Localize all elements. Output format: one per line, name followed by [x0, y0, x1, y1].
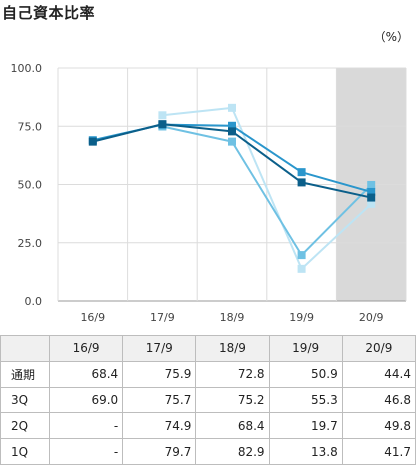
x-tick-label: 19/9 — [289, 311, 314, 324]
table-cell: 19.7 — [268, 412, 343, 440]
table-cell: 75.2 — [195, 386, 270, 414]
table-corner — [0, 335, 50, 362]
table-cell: 13.8 — [268, 438, 343, 465]
data-point — [297, 264, 306, 273]
equity-ratio-chart: 0.0 25.0 50.0 75.0 100.0 16/9 17/9 18/9 19/9 20/9 — [11, 62, 407, 324]
chart-title: 自己資本比率 — [2, 4, 96, 22]
table-cell: 74.9 — [122, 412, 197, 440]
y-tick-label: 100.0 — [11, 62, 43, 75]
row-label: 1Q — [0, 438, 50, 465]
x-tick-label: 16/9 — [80, 311, 105, 324]
x-tick-label: 20/9 — [359, 311, 384, 324]
data-point — [228, 121, 236, 130]
table-cell: 75.9 — [122, 360, 197, 388]
grid-layer — [57, 67, 407, 302]
table-header-19-9: 19/9 — [268, 335, 343, 362]
table-cell: 49.8 — [341, 412, 417, 440]
series-line — [162, 125, 372, 257]
y-tick-label: 25.0 — [18, 237, 43, 250]
table-cell: 46.8 — [341, 386, 417, 414]
data-point — [158, 120, 167, 129]
data-point — [367, 180, 376, 189]
data-point — [367, 187, 376, 196]
data-point — [88, 137, 97, 146]
table-cell: 69.0 — [48, 386, 124, 414]
data-point — [228, 103, 236, 112]
data-point — [297, 168, 306, 177]
table-cell: 44.4 — [341, 360, 417, 388]
table-cell: 55.3 — [268, 386, 343, 414]
y-tick-label: 50.0 — [18, 179, 43, 192]
table-cell: 75.7 — [122, 386, 197, 414]
row-label: 通期 — [0, 360, 50, 388]
table-cell: 82.9 — [195, 438, 270, 465]
data-point — [297, 178, 306, 187]
table-row: 2Q - 74.9 68.4 19.7 49.8 — [0, 412, 417, 440]
table-header-18-9: 18/9 — [195, 335, 270, 362]
row-label: 2Q — [0, 412, 50, 440]
table-cell: 41.7 — [341, 438, 417, 465]
table-cell: 79.7 — [122, 438, 197, 465]
data-point — [158, 111, 167, 120]
table-cell: 50.9 — [268, 360, 343, 388]
table-row: 3Q 69.0 75.7 75.2 55.3 46.8 — [0, 386, 417, 414]
table-header-20-9: 20/9 — [341, 335, 417, 362]
table-cell: 72.8 — [195, 360, 270, 388]
table-row: 通期 68.4 75.9 72.8 50.9 44.4 — [0, 360, 417, 388]
y-tick-label: 75.0 — [18, 120, 43, 133]
x-tick-label: 17/9 — [150, 311, 175, 324]
data-table: 16/9 17/9 18/9 19/9 20/9 通期 68.4 75.9 72… — [0, 335, 417, 465]
data-point — [297, 251, 306, 260]
data-point — [367, 193, 376, 202]
data-point — [367, 199, 376, 208]
table-header-16-9: 16/9 — [48, 335, 124, 362]
table-row: 1Q - 79.7 82.9 13.8 41.7 — [0, 438, 417, 465]
table-header-17-9: 17/9 — [122, 335, 197, 362]
axis-layer: 0.0 25.0 50.0 75.0 100.0 16/9 17/9 18/9 19/9 20/9 — [11, 62, 384, 324]
table-cell: - — [48, 438, 124, 465]
table-header-row: 16/9 17/9 18/9 19/9 20/9 — [0, 335, 417, 362]
x-tick-label: 18/9 — [220, 311, 245, 324]
series-line — [162, 106, 372, 270]
row-label: 3Q — [0, 386, 50, 414]
table-cell: 68.4 — [48, 360, 124, 388]
unit-label: （%） — [373, 30, 409, 44]
y-tick-label: 0.0 — [25, 295, 43, 308]
data-point — [228, 137, 236, 146]
table-cell: - — [48, 412, 124, 440]
series-layer — [88, 103, 376, 273]
data-point — [228, 127, 236, 136]
table-cell: 68.4 — [195, 412, 270, 440]
